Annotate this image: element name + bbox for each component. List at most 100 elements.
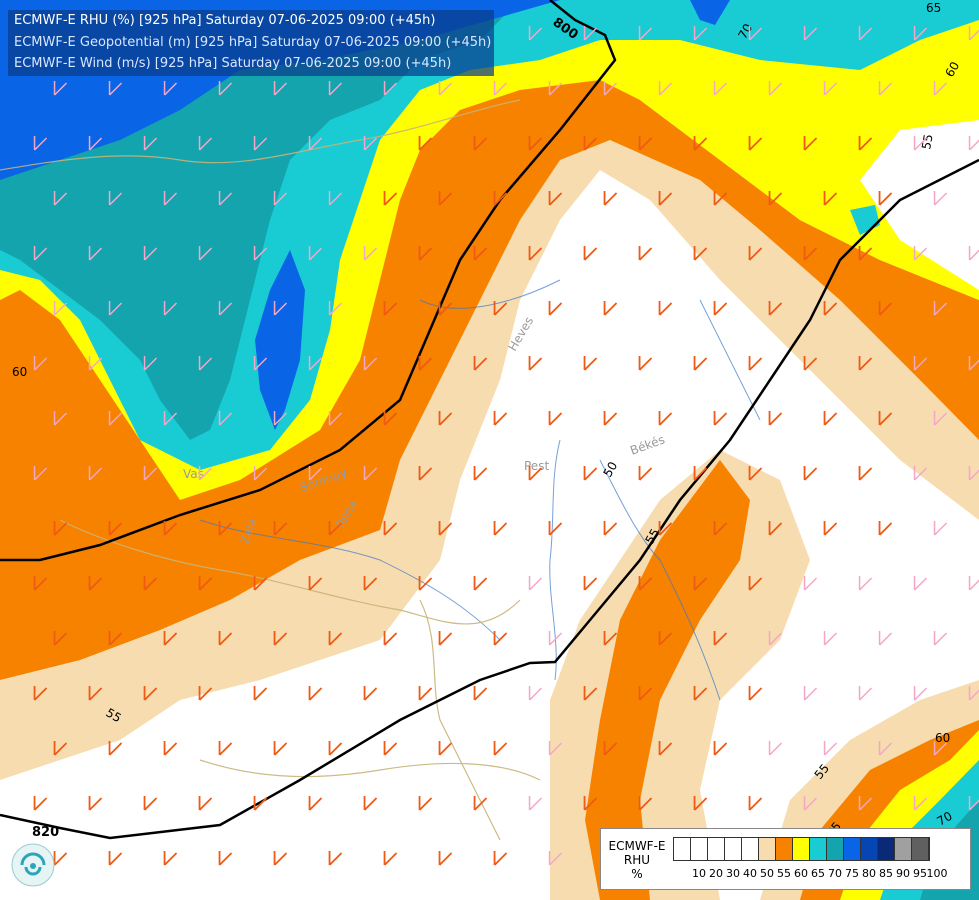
wind-barb — [438, 411, 453, 426]
wind-barb — [548, 81, 563, 96]
wind-barb — [748, 136, 763, 151]
wind-barb — [638, 246, 653, 261]
wind-barb — [603, 411, 618, 426]
wind-barb — [108, 301, 123, 316]
wind-barb — [858, 576, 873, 591]
wind-barb — [803, 576, 818, 591]
rhu-contour-label: 65 — [926, 1, 941, 15]
wind-barb — [583, 26, 598, 41]
wind-barb — [693, 576, 708, 591]
wind-barb — [143, 136, 158, 151]
wind-barb — [823, 191, 838, 206]
wind-barb — [583, 466, 598, 481]
wind-barb — [658, 411, 673, 426]
wind-barb — [253, 466, 268, 481]
legend-swatch — [742, 838, 759, 860]
legend-tick-label: 100 — [926, 867, 948, 880]
wind-barb — [163, 851, 178, 866]
wind-barb — [693, 356, 708, 371]
legend-tick-label: 80 — [862, 867, 876, 880]
wind-barb — [473, 136, 488, 151]
wind-barb — [88, 796, 103, 811]
wind-barb — [328, 301, 343, 316]
wind-barb — [913, 686, 928, 701]
wind-barb — [308, 246, 323, 261]
wind-barb — [473, 466, 488, 481]
wind-barb — [143, 796, 158, 811]
wind-barb — [933, 411, 948, 426]
wind-barb — [108, 191, 123, 206]
wind-barb — [383, 81, 398, 96]
wind-barb — [583, 136, 598, 151]
wind-barb — [218, 411, 233, 426]
wind-barb — [878, 411, 893, 426]
wind-barb — [803, 686, 818, 701]
wind-barb — [53, 301, 68, 316]
legend-tick-label: 85 — [879, 867, 893, 880]
wind-barb — [713, 191, 728, 206]
wind-barb — [913, 136, 928, 151]
wind-barb — [933, 301, 948, 316]
wind-barb — [548, 631, 563, 646]
legend-label: ECMWF-E RHU % — [607, 839, 667, 881]
wind-barb — [363, 796, 378, 811]
wind-barb — [603, 631, 618, 646]
map-header: ECMWF-E RHU (%) [925 hPa] Saturday 07-06… — [8, 10, 494, 76]
wind-barb — [383, 191, 398, 206]
legend-swatch — [725, 838, 742, 860]
wind-barb — [768, 521, 783, 536]
wind-barb — [693, 136, 708, 151]
legend-tick-label: 75 — [845, 867, 859, 880]
wind-barb — [803, 356, 818, 371]
legend-tick-label: 55 — [777, 867, 791, 880]
wind-barb — [253, 576, 268, 591]
wind-barb — [933, 81, 948, 96]
wind-barb — [748, 686, 763, 701]
wind-barb — [548, 851, 563, 866]
wind-barb — [803, 26, 818, 41]
wind-barb — [878, 301, 893, 316]
legend-model: ECMWF-E — [608, 839, 666, 853]
wind-barb — [218, 81, 233, 96]
wind-barb — [493, 411, 508, 426]
wind-barb — [438, 191, 453, 206]
wind-barb — [198, 796, 213, 811]
wind-barb — [658, 81, 673, 96]
wind-barb — [363, 356, 378, 371]
wind-barb — [53, 741, 68, 756]
wind-barb — [33, 466, 48, 481]
header-wind-title: ECMWF-E Wind (m/s) [925 hPa] Saturday 07… — [14, 56, 452, 71]
wind-barb — [328, 521, 343, 536]
legend-swatch — [912, 838, 929, 860]
wind-barb — [53, 631, 68, 646]
wind-barb — [218, 851, 233, 866]
legend-tick-label: 90 — [896, 867, 910, 880]
wind-barb — [968, 136, 979, 151]
wind-barb — [638, 686, 653, 701]
wind-barb — [858, 246, 873, 261]
legend-swatches — [673, 837, 930, 861]
wind-barb — [858, 136, 873, 151]
wind-barb — [33, 576, 48, 591]
wind-barb — [418, 466, 433, 481]
wind-barb — [713, 521, 728, 536]
wind-barb — [493, 301, 508, 316]
wind-barb — [273, 81, 288, 96]
legend-tick-label: 60 — [794, 867, 808, 880]
place-label-pest: Pest — [524, 459, 549, 473]
rhu-80-spot-center — [255, 250, 305, 430]
wind-barb — [143, 686, 158, 701]
wind-barb — [768, 191, 783, 206]
wind-barb — [328, 81, 343, 96]
wind-barb — [218, 301, 233, 316]
wind-barb — [308, 136, 323, 151]
wind-barb — [218, 741, 233, 756]
wind-barb — [418, 136, 433, 151]
wind-barb — [803, 796, 818, 811]
wind-barb — [968, 26, 979, 41]
wind-barb — [933, 741, 948, 756]
wind-barb — [363, 686, 378, 701]
wind-barb — [548, 411, 563, 426]
wind-barb — [218, 521, 233, 536]
wind-barb — [473, 246, 488, 261]
